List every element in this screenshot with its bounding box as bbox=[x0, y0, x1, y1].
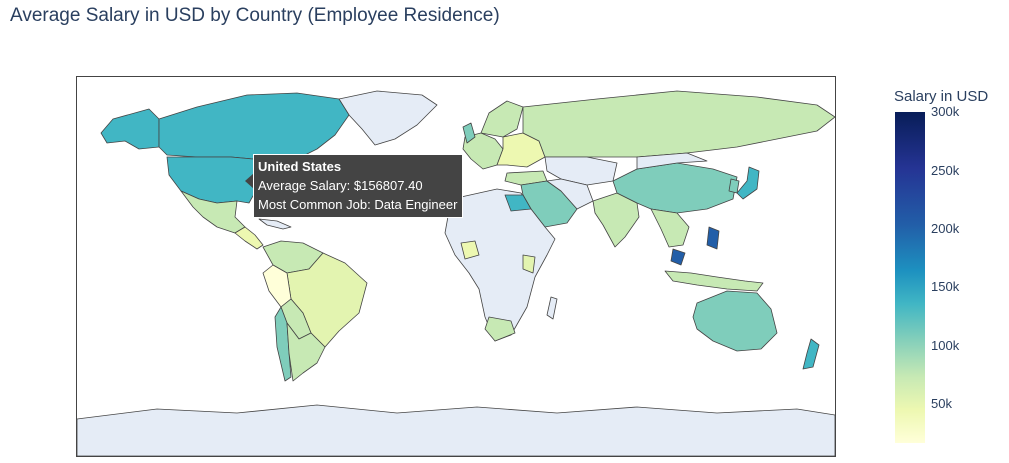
uk-region bbox=[462, 122, 476, 144]
new-zealand-region bbox=[802, 338, 820, 370]
indonesia-region bbox=[664, 270, 764, 292]
colorbar-tick-100k: 100k bbox=[931, 338, 960, 353]
kenya-region bbox=[522, 254, 536, 274]
mongolia-region bbox=[636, 152, 708, 170]
tooltip-pointer bbox=[245, 173, 254, 189]
philippines-region bbox=[706, 226, 720, 250]
colorbar-gradient bbox=[895, 112, 925, 443]
colorbar-tick-300k: 300k bbox=[931, 104, 960, 119]
world-choropleth-map[interactable] bbox=[76, 76, 836, 457]
caribbean-region bbox=[258, 218, 292, 230]
scandinavia-region bbox=[480, 100, 524, 138]
nigeria-region bbox=[460, 240, 480, 260]
colorbar-tick-150k: 150k bbox=[931, 279, 960, 294]
chart-title: Average Salary in USD by Country (Employ… bbox=[10, 5, 500, 26]
colorbar-tick-50k: 50k bbox=[931, 396, 952, 411]
central-america-region bbox=[234, 226, 264, 250]
india-region bbox=[592, 192, 640, 248]
central-asia-region bbox=[544, 156, 618, 186]
southeast-asia-region bbox=[650, 208, 690, 248]
egypt-region bbox=[504, 194, 532, 212]
colorbar-tick-250k: 250k bbox=[931, 163, 960, 178]
hover-tooltip: United States Average Salary: $156807.40… bbox=[253, 154, 464, 218]
australia-region bbox=[692, 290, 778, 352]
russia-region bbox=[522, 90, 835, 158]
greenland-region bbox=[338, 90, 438, 146]
malaysia-region bbox=[670, 248, 686, 266]
korea-region bbox=[728, 178, 740, 194]
map-svg[interactable] bbox=[77, 77, 835, 456]
japan-region bbox=[736, 166, 760, 200]
south-africa-region bbox=[484, 316, 516, 342]
tooltip-average-salary: Average Salary: $156807.40 bbox=[258, 178, 423, 193]
argentina-region bbox=[286, 322, 326, 382]
colorbar-title: Salary in USD bbox=[894, 88, 989, 105]
tooltip-common-job: Most Common Job: Data Engineer bbox=[258, 197, 458, 212]
alaska-region bbox=[100, 108, 160, 150]
colorbar-tick-200k: 200k bbox=[931, 221, 960, 236]
madagascar-region bbox=[546, 296, 558, 320]
antarctica-region bbox=[77, 404, 835, 456]
tooltip-country: United States bbox=[258, 159, 342, 174]
